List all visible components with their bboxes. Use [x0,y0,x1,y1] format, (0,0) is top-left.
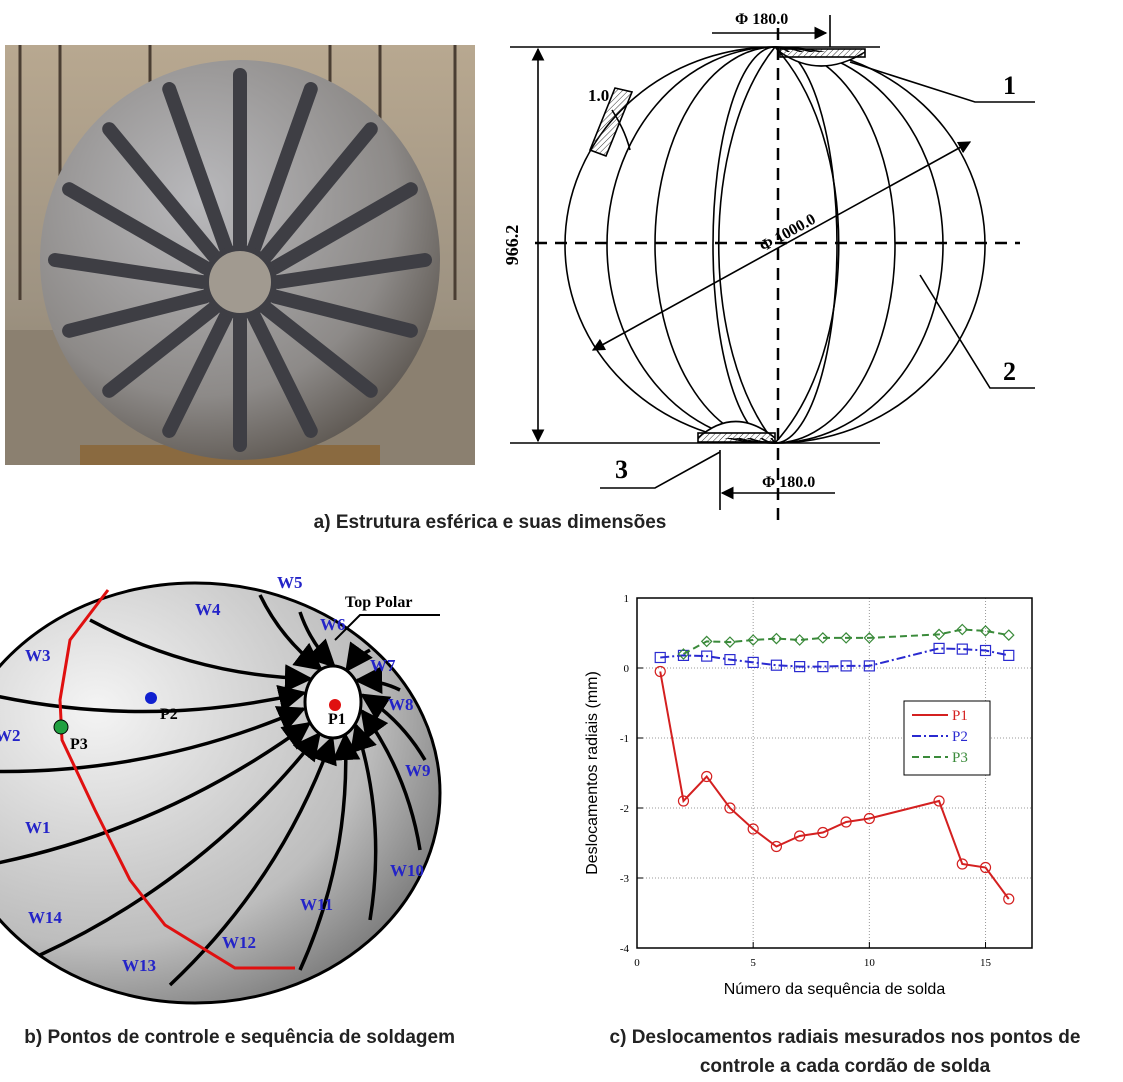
part-label: 3 [615,455,628,484]
weld-label: W12 [222,933,256,952]
caption: b) Pontos de controle e sequência de sol… [24,1027,455,1048]
figure: Φ 180.0 1.0 966.2 Φ 1000.0 Φ 180.0 1 2 3… [0,0,1123,1082]
dimension-label: Φ 1000.0 [757,211,819,256]
x-tick-label: 5 [750,957,756,969]
y-tick-label: 1 [624,593,630,605]
point-label: P2 [160,706,178,723]
caption: a) Estrutura esférica e suas dimensões [314,512,667,533]
part-label: 2 [1003,357,1016,386]
marker [1004,630,1014,640]
point-label: P1 [328,711,346,728]
legend-label: P2 [952,729,968,745]
y-tick-label: -2 [620,803,629,815]
weld-label: W5 [277,573,303,592]
x-axis-label: Número da sequência de solda [724,981,946,998]
weld-label: W8 [388,695,414,714]
legend-box [904,701,990,775]
y-tick-label: -1 [620,733,629,745]
part-label: 1 [1003,71,1016,100]
point-label: P3 [70,736,88,753]
legend-label: P3 [952,750,968,766]
weld-sphere [0,583,440,1003]
x-tick-label: 0 [634,957,640,969]
weld-label: W14 [28,908,63,927]
weld-label: W3 [25,646,51,665]
y-tick-label: 0 [624,663,630,675]
y-axis-label: Deslocamentos radiais (mm) [584,671,601,875]
dimension-label: 966.2 [502,225,522,266]
weld-label: W2 [0,726,21,745]
y-tick-label: -4 [620,943,630,955]
legend-label: P1 [952,708,968,724]
x-tick-label: 10 [864,957,876,969]
weld-label: W4 [195,600,221,619]
label: Top Polar [345,594,412,611]
y-tick-label: -3 [620,873,630,885]
caption: controle a cada cordão de solda [700,1056,991,1077]
photo [5,45,475,465]
weld-label: W1 [25,818,51,837]
weld-label: W9 [405,761,431,780]
x-tick-label: 15 [980,957,992,969]
dimension-label: Φ 180.0 [762,474,815,491]
weld-label: W7 [370,656,396,675]
weld-label: W10 [390,861,424,880]
weld-label: W13 [122,956,156,975]
caption: c) Deslocamentos radiais mesurados nos p… [610,1027,1081,1048]
weld-label: W11 [300,895,333,914]
dimension-label: Φ 180.0 [735,11,788,28]
weld-label: W6 [320,615,346,634]
dimension-label: 1.0 [588,86,609,105]
series-line [660,648,1009,666]
